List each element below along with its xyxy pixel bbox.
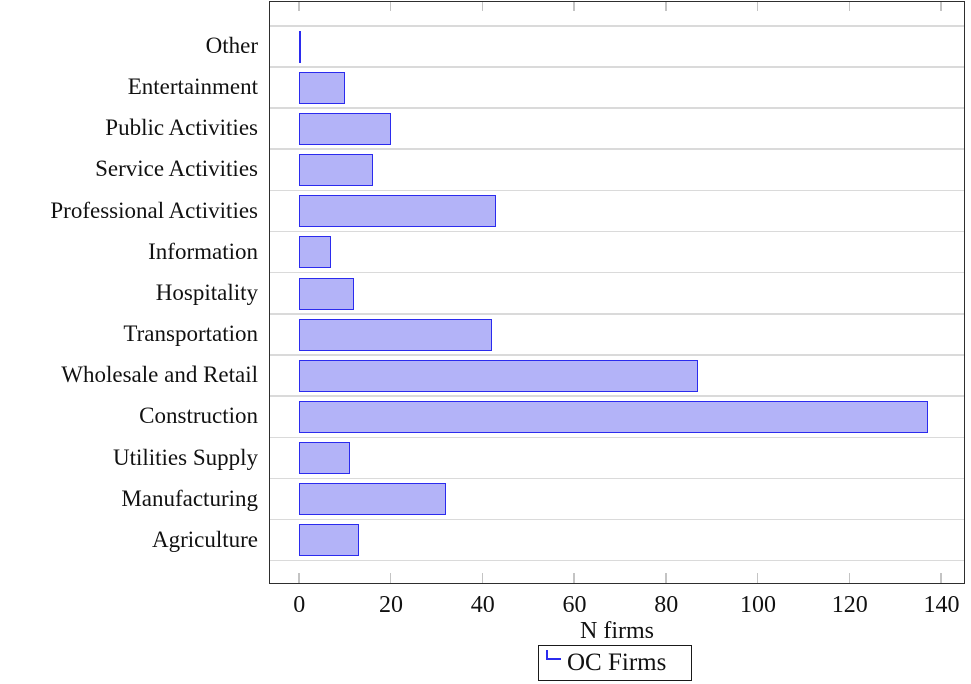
grid-line	[270, 271, 964, 274]
category-label-transportation: Transportation	[123, 321, 258, 346]
bar-agriculture	[298, 524, 359, 557]
legend-box: OC Firms	[538, 645, 692, 681]
x-tick-mark	[665, 573, 667, 583]
grid-line	[270, 25, 964, 27]
bar-public-activities	[298, 112, 391, 145]
category-label-public-activities: Public Activities	[105, 115, 258, 141]
grid-line	[270, 436, 964, 438]
bar-wholesale-and-retail	[298, 359, 699, 392]
grid-line	[270, 148, 964, 150]
bar-utilities-supply	[298, 442, 350, 475]
category-label-other: Other	[205, 33, 258, 58]
x-tick-label-60: 60	[562, 592, 587, 618]
x-tick-label-0: 0	[293, 592, 306, 618]
bar-service-activities	[298, 154, 373, 186]
category-label-service-activities: Service Activities	[95, 156, 258, 182]
x-tick-mark	[940, 573, 942, 583]
x-tick-mark	[481, 573, 484, 583]
category-label-manufacturing: Manufacturing	[121, 485, 258, 511]
category-label-agriculture: Agriculture	[151, 526, 258, 552]
x-tick-mark	[756, 2, 759, 11]
x-tick-mark	[940, 2, 942, 11]
grid-line	[270, 395, 964, 397]
x-tick-label-140: 140	[923, 592, 960, 618]
x-tick-mark	[848, 2, 851, 11]
legend-label: OC Firms	[567, 649, 667, 676]
x-tick-label-120: 120	[831, 592, 868, 618]
x-tick-mark	[756, 573, 759, 583]
x-tick-label-20: 20	[379, 592, 403, 618]
legend-bar-mark-icon	[546, 650, 561, 660]
x-tick-mark	[573, 573, 575, 583]
bar-transportation	[298, 318, 492, 351]
plot-area	[269, 1, 965, 584]
x-tick-mark	[298, 573, 300, 583]
grid-line	[270, 313, 964, 315]
x-tick-mark	[298, 2, 300, 11]
grid-line	[270, 189, 964, 192]
category-label-entertainment: Entertainment	[127, 74, 258, 100]
bar-manufacturing	[298, 483, 447, 516]
bar-professional-activities	[298, 195, 497, 228]
category-label-construction: Construction	[139, 403, 258, 429]
category-label-information: Information	[148, 238, 258, 264]
grid-line	[270, 66, 964, 68]
category-label-utilities-supply: Utilities Supply	[112, 444, 258, 470]
bar-construction	[298, 400, 928, 433]
bar-hospitality	[298, 277, 355, 310]
x-tick-label-100: 100	[740, 592, 776, 618]
x-tick-mark	[665, 2, 667, 11]
bar-entertainment	[298, 71, 346, 104]
grid-line	[270, 518, 964, 521]
grid-line	[270, 559, 964, 562]
x-tick-mark	[481, 2, 484, 11]
grid-line	[270, 107, 964, 109]
x-tick-mark	[848, 573, 851, 583]
bar-other	[298, 30, 301, 63]
grid-line	[270, 354, 964, 356]
x-tick-label-80: 80	[654, 592, 679, 618]
grid-line	[270, 477, 964, 480]
category-label-hospitality: Hospitality	[155, 279, 258, 305]
bar-information	[298, 236, 332, 269]
category-label-professional-activities: Professional Activities	[50, 197, 258, 223]
grid-line	[270, 230, 964, 233]
x-tick-mark	[573, 2, 575, 11]
x-tick-mark	[389, 573, 392, 583]
category-label-wholesale-and-retail: Wholesale and Retail	[61, 362, 258, 388]
x-tick-label-40: 40	[470, 592, 495, 618]
x-tick-mark	[389, 2, 392, 11]
x-axis-label: N firms	[580, 618, 654, 644]
